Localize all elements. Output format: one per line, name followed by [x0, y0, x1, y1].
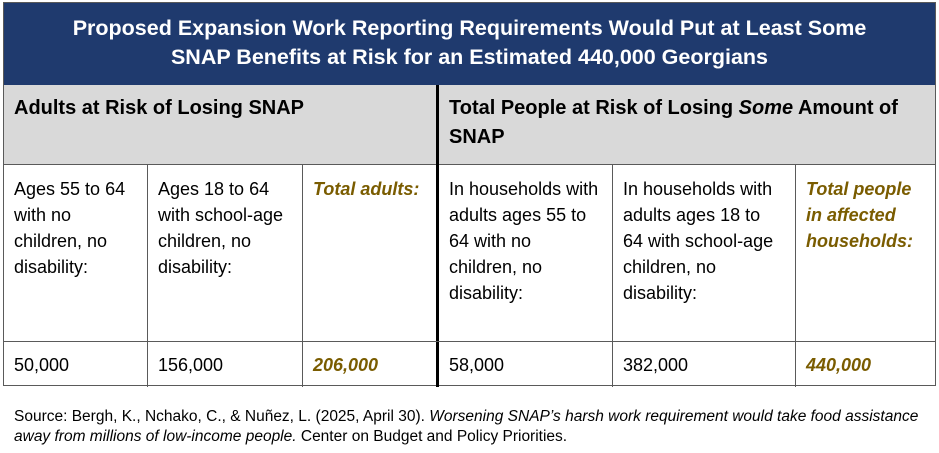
grid-line [302, 165, 303, 387]
value-ages-55-64: 50,000 [14, 355, 70, 375]
col-label-total-people: Total people in affected households: [806, 179, 913, 251]
grid-line [147, 165, 148, 387]
col-label-ages-55-64: Ages 55 to 64 with no children, no disab… [14, 179, 126, 277]
header-adults-at-risk: Adults at Risk of Losing SNAP [4, 85, 436, 165]
source-suffix: Center on Budget and Policy Priorities. [296, 428, 568, 445]
header-right-part2: Amount of SNAP [449, 97, 898, 148]
value-ages-18-64: 156,000 [158, 355, 224, 375]
grid-line [795, 165, 796, 387]
title-line-1: Proposed Expansion Work Reporting Requir… [72, 16, 867, 40]
header-total-people-at-risk: Total People at Risk of Losing Some Amou… [439, 85, 935, 165]
value-total-adults: 206,000 [313, 355, 379, 375]
grid-line [4, 341, 935, 342]
header-right-italic: Some [738, 97, 794, 119]
value-total-people: 440,000 [806, 355, 872, 375]
col-label-total-adults: Total adults: [313, 179, 420, 199]
header-right-part1: Total People at Risk of Losing [449, 97, 739, 119]
section-divider [436, 85, 439, 387]
source-title: Worsening SNAP’s harsh work requirement … [14, 408, 919, 445]
col-label-households-55-64: In households with adults ages 55 to 64 … [449, 179, 599, 303]
source-citation: Source: Bergh, K., Nchako, C., & Nuñez, … [14, 407, 924, 447]
col-label-ages-18-64: Ages 18 to 64 with school-age children, … [158, 179, 284, 277]
source-prefix: Source: Bergh, K., Nchako, C., & Nuñez, … [14, 408, 430, 425]
title-line-2: SNAP Benefits at Risk for an Estimated 4… [170, 45, 769, 69]
data-table: Proposed Expansion Work Reporting Requir… [3, 2, 936, 387]
value-households-18-64: 382,000 [623, 355, 689, 375]
table-title: Proposed Expansion Work Reporting Requir… [4, 3, 935, 85]
value-households-55-64: 58,000 [449, 355, 505, 375]
col-label-households-18-64: In households with adults ages 18 to 64 … [623, 179, 774, 303]
grid-line [612, 165, 613, 387]
